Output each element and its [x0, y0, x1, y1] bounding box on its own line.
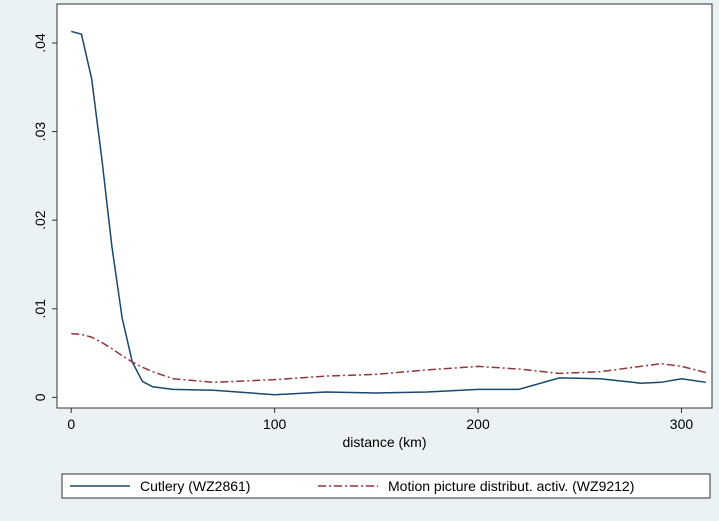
- x-tick-label: 300: [670, 416, 694, 432]
- x-tick-label: 100: [263, 416, 287, 432]
- y-tick-label: .02: [32, 210, 48, 230]
- plot-area: [56, 3, 713, 409]
- y-tick-label: 0: [32, 393, 48, 401]
- y-tick-label: .04: [32, 33, 48, 53]
- series-line: [71, 30, 707, 396]
- series-line: [71, 332, 707, 384]
- y-tick-label: .01: [32, 299, 48, 319]
- x-tick-label: 0: [67, 416, 75, 432]
- legend-label: Cutlery (WZ2861): [140, 478, 250, 494]
- legend-label: Motion picture distribut. activ. (WZ9212…: [388, 478, 634, 494]
- legend: [61, 473, 711, 499]
- x-tick-label: 200: [466, 416, 490, 432]
- x-axis-title: distance (km): [342, 434, 426, 450]
- y-tick-label: .03: [32, 122, 48, 142]
